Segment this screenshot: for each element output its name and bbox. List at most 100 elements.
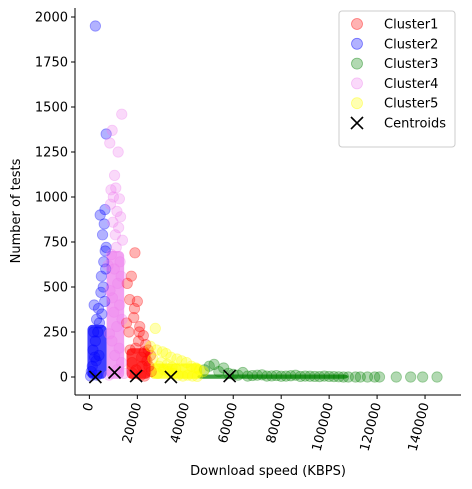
cluster4-point	[116, 234, 129, 246]
cluster1-point	[128, 302, 141, 315]
x-tick-label: 60000	[216, 401, 241, 445]
cluster4-point	[116, 313, 128, 325]
cluster1-point	[138, 346, 150, 358]
cluster2-point	[88, 326, 100, 338]
cluster1-point	[124, 293, 136, 306]
cluster4-point	[118, 367, 130, 379]
cluster4-point	[110, 182, 122, 194]
cluster1-point	[131, 295, 143, 307]
cluster3-point	[313, 371, 326, 383]
x-tick-label: 100000	[310, 401, 337, 453]
cluster2-point	[100, 128, 112, 140]
cluster2-point	[89, 351, 101, 363]
cluster5-point	[156, 346, 169, 358]
cluster3-point	[246, 369, 259, 382]
cluster4-point	[112, 277, 124, 289]
cluster5-point	[197, 365, 209, 378]
cluster3-point	[337, 371, 350, 383]
legend-marker-centroids	[350, 116, 364, 130]
cluster3-point	[232, 369, 244, 381]
cluster3-point	[417, 371, 429, 383]
cluster3-point	[203, 360, 215, 372]
cluster2-point	[93, 349, 105, 361]
cluster3-point	[218, 362, 230, 374]
cluster4-point	[113, 299, 126, 311]
cluster3-point	[342, 371, 354, 383]
centroid-marker	[223, 369, 237, 383]
cluster3-point	[261, 370, 273, 382]
cluster5-point	[185, 360, 197, 372]
cluster3-point	[256, 369, 268, 381]
y-tick-label: 250	[43, 326, 68, 341]
cluster1-point	[130, 342, 142, 354]
cluster5-point	[190, 362, 202, 374]
cluster3-point	[369, 371, 381, 383]
cluster1-point	[136, 351, 148, 363]
cluster4-point	[105, 184, 117, 196]
cluster4-point	[113, 342, 125, 354]
y-tick-label: 1750	[35, 56, 68, 71]
cluster1-point	[125, 270, 137, 282]
cluster5-point	[160, 347, 172, 360]
cluster4-point	[113, 222, 125, 234]
cluster1-point	[140, 338, 152, 351]
cluster3-point	[222, 367, 235, 379]
cluster3-point	[237, 366, 249, 379]
cluster5-point	[171, 353, 183, 365]
cluster4-point	[110, 241, 122, 253]
cluster2-point	[93, 317, 106, 329]
cluster3-point	[318, 370, 330, 382]
cluster4-point	[114, 256, 126, 268]
cluster1-point	[142, 344, 154, 356]
legend-marker-cluster1	[351, 18, 363, 30]
cluster1-point	[143, 360, 155, 372]
cluster3-point	[275, 370, 287, 382]
cluster3-point	[431, 371, 443, 383]
cluster5-point	[153, 360, 165, 372]
cluster5-point	[170, 363, 182, 375]
cluster1-point	[137, 329, 149, 342]
cluster5-point	[144, 340, 157, 352]
y-tick-label: 1250	[35, 146, 68, 161]
cluster5-point	[162, 365, 175, 378]
cluster3-point	[304, 370, 316, 382]
cluster4-point	[108, 263, 120, 275]
cluster5-point	[149, 322, 161, 334]
legend-label: Cluster1	[384, 18, 438, 33]
cluster2-point	[99, 295, 111, 307]
centroid-stroke	[88, 370, 102, 384]
cluster3-point	[373, 371, 386, 383]
cluster1-point	[145, 365, 157, 378]
cluster3-point	[405, 371, 417, 383]
cluster4-point	[111, 320, 123, 333]
cluster1-dense-band	[126, 348, 151, 379]
cluster-density-bands	[87, 251, 349, 379]
cluster5-point	[150, 344, 163, 356]
cluster3-point	[390, 371, 402, 383]
cluster2-point	[100, 241, 112, 253]
cluster3-point	[208, 358, 220, 370]
cluster3-point	[309, 370, 321, 383]
legend-label: Cluster5	[384, 97, 438, 112]
cluster2-point	[95, 270, 107, 282]
cluster3-point	[333, 371, 345, 383]
cluster5-point	[180, 356, 193, 369]
x-tick-label: 80000	[264, 401, 289, 445]
legend-marker-cluster5	[351, 97, 363, 110]
legend-marker-cluster2	[351, 37, 363, 50]
cluster1-point	[141, 355, 153, 367]
x-tick-label: 140000	[406, 401, 433, 453]
y-tick-label: 1000	[35, 191, 68, 206]
cluster4-point	[106, 292, 119, 304]
y-axis-label: Number of tests	[9, 158, 24, 263]
cluster1-point	[138, 370, 151, 382]
cluster2-point	[88, 299, 100, 311]
y-tick-label: 2000	[35, 11, 68, 26]
cluster2-point	[85, 365, 97, 378]
legend-label: Cluster3	[384, 57, 438, 72]
cluster1-point	[144, 349, 157, 361]
cluster3-point	[242, 370, 254, 382]
cluster2-point	[99, 245, 111, 257]
cluster3-point	[198, 364, 211, 376]
centroid-stroke	[107, 365, 122, 380]
